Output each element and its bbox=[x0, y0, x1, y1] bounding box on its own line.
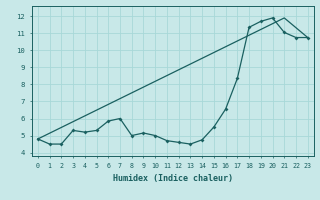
X-axis label: Humidex (Indice chaleur): Humidex (Indice chaleur) bbox=[113, 174, 233, 184]
